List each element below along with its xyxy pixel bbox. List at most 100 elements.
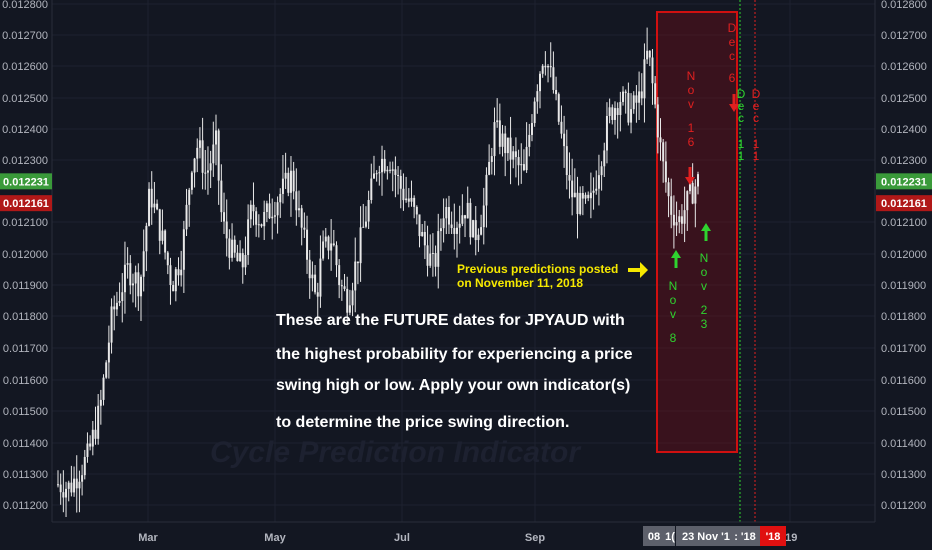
- candle-body: [306, 229, 309, 260]
- candle-body: [672, 214, 675, 226]
- dec6-label: e: [729, 35, 736, 49]
- candle-body: [530, 123, 533, 135]
- candle-body: [587, 194, 590, 199]
- candle-body: [311, 274, 314, 279]
- candle-body: [622, 91, 625, 102]
- price-badge-right: [876, 173, 932, 190]
- bottom-date-badge: [665, 526, 675, 546]
- candle-body: [605, 115, 608, 151]
- candle-body: [597, 175, 600, 189]
- candle-body: [418, 214, 421, 237]
- candle-body: [573, 192, 576, 198]
- dec6-label: 6: [729, 71, 736, 85]
- dec11-red-label: D: [752, 87, 761, 101]
- candle-body: [552, 67, 555, 90]
- candle-body: [204, 172, 207, 174]
- candle-body: [490, 156, 493, 162]
- candle-body: [367, 199, 370, 222]
- candle-body: [378, 172, 381, 174]
- candle-body: [153, 203, 156, 208]
- candle-body: [271, 216, 274, 219]
- candle-body: [324, 236, 327, 242]
- candle-body: [407, 198, 410, 202]
- candle-body: [547, 66, 550, 68]
- candle-body: [89, 443, 92, 447]
- candle-body: [316, 292, 319, 297]
- candle-body: [327, 236, 330, 251]
- candle-body: [667, 182, 670, 197]
- candle-body: [541, 65, 544, 74]
- candle-body: [225, 221, 228, 239]
- candle-body: [247, 219, 250, 255]
- y-tick-label-left: 0.012100: [2, 217, 48, 229]
- y-tick-label-left: 0.011200: [3, 500, 48, 512]
- candle-body: [445, 207, 448, 219]
- candle-body: [107, 342, 110, 363]
- candle-body: [86, 443, 89, 457]
- candle-body: [539, 73, 542, 92]
- y-tick-label-left: 0.011800: [3, 311, 48, 323]
- candle-body: [348, 305, 351, 313]
- candle-body: [249, 204, 252, 220]
- candle-body: [630, 109, 633, 123]
- future-date-box: [656, 11, 738, 453]
- candle-body: [75, 478, 78, 489]
- candle-body: [356, 261, 359, 264]
- candle-body: [201, 140, 204, 173]
- y-tick-label-right: 0.012100: [881, 217, 927, 229]
- bottom-date-badge-label: 23 Nov '18: [682, 531, 736, 543]
- dec11-green-label: 1: [738, 149, 745, 163]
- x-tick-label: Jul: [394, 532, 410, 544]
- candle-body: [670, 196, 673, 215]
- candle-body: [364, 221, 367, 227]
- watermark: Cycle Prediction Indicator: [210, 436, 582, 469]
- candle-body: [402, 188, 405, 201]
- candle-body: [126, 263, 129, 265]
- candle-body: [646, 50, 649, 60]
- candle-body: [81, 475, 84, 482]
- bottom-badges: 08 1(23 Nov '18: '18 '18: [643, 526, 786, 546]
- candle-body: [372, 173, 375, 179]
- candle-body: [450, 224, 453, 229]
- candles: [57, 27, 699, 518]
- candle-body: [680, 216, 683, 224]
- candle-body: [134, 272, 137, 284]
- candle-body: [638, 91, 641, 103]
- y-tick-label-right: 0.012000: [881, 249, 927, 261]
- candle-body: [399, 175, 402, 189]
- candle-body: [257, 224, 260, 226]
- candle-body: [97, 405, 100, 439]
- candle-body: [214, 130, 217, 145]
- candle-body: [289, 170, 292, 193]
- candle-body: [196, 147, 199, 159]
- candle-body: [589, 192, 592, 199]
- dec11-red-label: 1: [753, 149, 760, 163]
- candle-body: [616, 108, 619, 115]
- candle-body: [528, 134, 531, 147]
- candle-body: [648, 50, 651, 58]
- candle-body: [506, 137, 509, 154]
- x-tick-label: May: [264, 532, 286, 544]
- candle-body: [73, 478, 76, 493]
- y-tick-label-left: 0.011600: [3, 375, 48, 387]
- candle-body: [536, 91, 539, 102]
- candle-body: [557, 94, 560, 122]
- candle-body: [514, 151, 517, 158]
- main-annotation-line: swing high or low. Apply your own indica…: [276, 377, 630, 394]
- candle-body: [330, 243, 333, 251]
- candle-body: [458, 223, 461, 228]
- candle-body: [314, 274, 317, 293]
- candle-body: [613, 108, 616, 120]
- candle-body: [70, 482, 73, 493]
- candle-body: [346, 288, 349, 313]
- candle-body: [351, 290, 354, 306]
- candle-body: [263, 211, 266, 227]
- candle-body: [480, 227, 483, 235]
- y-tick-label-left: 0.012700: [2, 30, 48, 42]
- bottom-date-badge-label: 08: [648, 531, 660, 543]
- red-down-arrow-icon: [729, 94, 739, 112]
- candle-body: [182, 229, 185, 270]
- candle-body: [421, 231, 424, 237]
- yellow-right-arrow-icon: [628, 262, 648, 278]
